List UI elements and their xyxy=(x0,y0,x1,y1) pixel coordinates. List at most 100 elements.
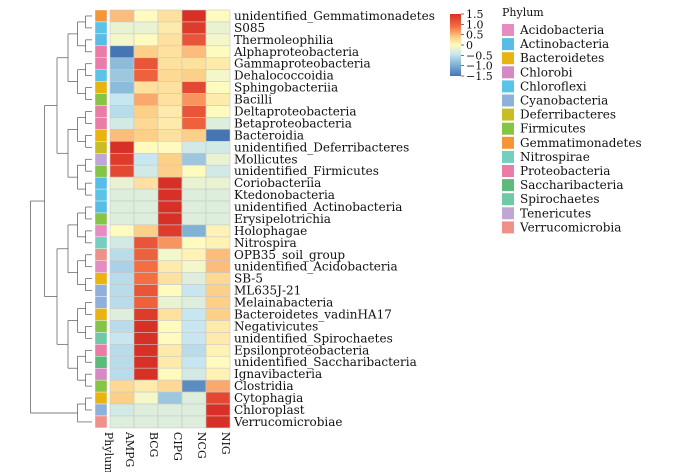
heatmap-cell xyxy=(181,320,207,333)
legend-title: Phylum xyxy=(502,6,544,19)
heatmap-cell xyxy=(181,344,207,357)
heatmap-cell xyxy=(109,141,135,154)
heatmap-cell xyxy=(133,45,159,59)
heatmap-cell xyxy=(205,308,231,321)
heatmap-cell xyxy=(109,403,135,417)
phylum-annotation-cell xyxy=(94,379,108,393)
phylum-annotation-cell xyxy=(94,332,108,345)
legend-swatch xyxy=(502,52,514,65)
heatmap-cell xyxy=(109,9,135,23)
heatmap-cell xyxy=(205,272,231,285)
heatmap-cell xyxy=(181,236,207,250)
row-label: Erysipelotrichia xyxy=(234,212,331,226)
heatmap-cell xyxy=(181,57,207,70)
column-label: NCG xyxy=(195,432,208,459)
row-labels: unidentified_GemmatimonadetesS085Thermol… xyxy=(233,9,435,429)
legend-swatch xyxy=(502,24,514,36)
heatmap-cell xyxy=(157,152,183,166)
heatmap-cell xyxy=(109,176,135,190)
legend-swatch xyxy=(502,94,514,107)
heatmap-cell xyxy=(181,33,207,47)
heatmap-cell xyxy=(157,332,183,345)
legend-label: Chloroflexi xyxy=(520,79,587,93)
phylum-annotation-cell xyxy=(94,153,108,166)
phylum-annotation-cell xyxy=(94,356,108,369)
color-scale-tick-label: 0.5 xyxy=(466,29,484,42)
heatmap-cell xyxy=(181,69,207,82)
row-label: Ktedonobacteria xyxy=(234,188,335,202)
legend-swatch xyxy=(502,165,514,177)
heatmap-cell xyxy=(157,248,183,262)
heatmap-cell xyxy=(157,45,183,59)
heatmap-cell xyxy=(205,176,231,190)
heatmap-cell xyxy=(181,200,207,214)
heatmap-cell xyxy=(157,355,183,369)
color-scale-tick-label: 1.5 xyxy=(466,8,484,21)
legend-swatch xyxy=(502,38,514,51)
heatmap-cell xyxy=(205,81,231,94)
phylum-annotation-cell xyxy=(94,57,108,70)
heatmap-cell xyxy=(181,355,207,369)
heatmap-cell xyxy=(205,45,231,59)
heatmap-cell xyxy=(109,355,135,369)
heatmap-cell xyxy=(157,415,183,429)
row-label: unidentified_Gemmatimonadetes xyxy=(234,9,435,23)
heatmap-cell xyxy=(157,212,183,226)
phylum-annotation-cell xyxy=(94,368,108,381)
heatmap-cell xyxy=(109,308,135,321)
phylum-annotation-cell xyxy=(94,188,108,202)
row-label: Bacteroidetes_vadinHA17 xyxy=(234,307,392,321)
heatmap-cell xyxy=(205,403,231,417)
heatmap-cell xyxy=(205,415,231,429)
phylum-annotation-cell xyxy=(94,391,108,405)
heatmap-cell xyxy=(205,129,231,142)
heatmap-cell xyxy=(133,33,159,47)
phylum-annotation-cell xyxy=(94,296,108,309)
heatmap-cell xyxy=(109,81,135,94)
column-label: CIPG xyxy=(171,432,184,461)
heatmap-cell xyxy=(109,260,135,273)
heatmap-cell xyxy=(205,344,231,357)
heatmap-cell xyxy=(109,367,135,381)
color-scale-tick-label: −0.5 xyxy=(466,49,493,62)
heatmap-cell xyxy=(133,355,159,369)
heatmap-cell xyxy=(133,367,159,381)
heatmap-cell xyxy=(157,272,183,285)
heatmap-cell xyxy=(205,212,231,226)
heatmap-cell xyxy=(205,141,231,154)
heatmap-cell xyxy=(157,93,183,106)
row-label: Epsilonproteobacteria xyxy=(234,343,369,357)
legend-swatch xyxy=(502,122,514,135)
heatmap-cell xyxy=(205,379,231,393)
phylum-annotation-cell xyxy=(94,129,108,142)
heatmap-cell xyxy=(109,57,135,70)
phylum-annotation-cell xyxy=(94,344,108,357)
column-label: AMPG xyxy=(123,431,136,467)
heatmap-cell xyxy=(109,332,135,345)
heatmap-cell xyxy=(205,9,231,23)
heatmap-cell xyxy=(133,320,159,333)
legend-label: Chlorobi xyxy=(520,65,573,79)
heatmap-cell xyxy=(133,81,159,94)
heatmap-cell xyxy=(157,367,183,381)
row-dendrogram xyxy=(30,15,92,423)
heatmap-cell xyxy=(181,141,207,154)
heatmap-cell xyxy=(157,344,183,357)
heatmap-cell xyxy=(133,57,159,70)
row-label: unidentified_Saccharibacteria xyxy=(234,355,417,369)
annotation-column-label: Phylum xyxy=(102,432,115,472)
row-label: Melainabacteria xyxy=(234,296,333,310)
color-scale-legend: 1.51.00.50−0.5−1.0−1.5 xyxy=(450,8,493,83)
row-label: SB-5 xyxy=(234,272,263,286)
heatmap-cell xyxy=(157,176,183,190)
heatmap-cell xyxy=(157,57,183,70)
heatmap-cell xyxy=(133,272,159,285)
row-label: Negativicutes xyxy=(234,319,318,333)
heatmap-cell xyxy=(157,296,183,309)
heatmap-cell xyxy=(109,129,135,142)
heatmap-cell xyxy=(157,129,183,142)
legend-label: Tenericutes xyxy=(520,206,591,220)
heatmap-cell xyxy=(109,212,135,226)
heatmap-cell xyxy=(157,69,183,82)
phylum-annotation-cell xyxy=(94,117,108,130)
